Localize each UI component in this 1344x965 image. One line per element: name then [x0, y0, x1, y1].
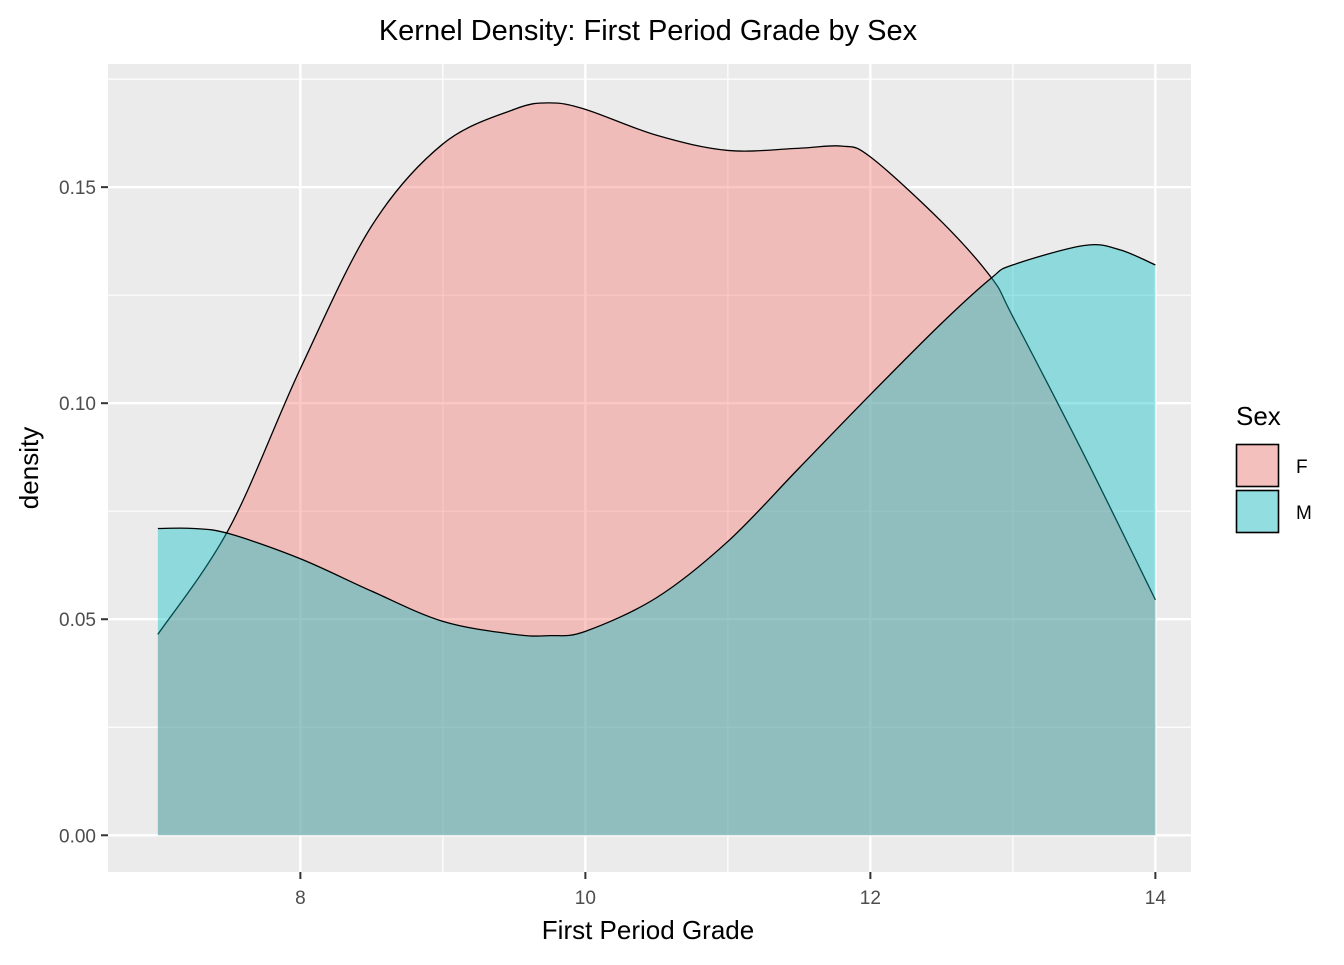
x-axis-label: First Period Grade [542, 915, 754, 945]
x-tick-label: 8 [295, 888, 306, 909]
legend-key-background [1236, 444, 1279, 487]
y-axis-label: density [14, 427, 44, 509]
legend-swatch-m [1235, 489, 1280, 534]
density-line-f [157, 102, 1156, 635]
density-areas [157, 102, 1156, 836]
chart-title: Kernel Density: First Period Grade by Se… [379, 15, 918, 47]
x-tick-label: 12 [860, 888, 881, 909]
legend: Sex FM [1235, 401, 1312, 534]
legend-label-f: F [1296, 457, 1308, 478]
y-tick-label: 0.00 [59, 826, 96, 847]
y-tick-label: 0.10 [59, 394, 96, 415]
density-area-m [157, 244, 1156, 836]
y-tick-label: 0.15 [59, 178, 96, 199]
major-gridlines [108, 64, 1191, 872]
legend-key-background [1236, 490, 1279, 533]
legend-entries: FM [1235, 443, 1312, 534]
axis-tick-labels: 8 10 12 14 0.00 0.05 0.10 0.15 [59, 178, 1166, 909]
x-tick-label: 14 [1145, 888, 1167, 909]
density-line-m [157, 243, 1156, 637]
x-tick-label: 10 [575, 888, 596, 909]
axis-ticks [101, 186, 1157, 879]
density-area-f [157, 102, 1156, 836]
minor-gridlines [108, 64, 1191, 872]
legend-swatch-f [1235, 443, 1280, 488]
plot-panel [108, 64, 1191, 872]
y-tick-label: 0.05 [59, 610, 96, 631]
legend-label-m: M [1296, 503, 1312, 524]
legend-title: Sex [1236, 401, 1281, 431]
